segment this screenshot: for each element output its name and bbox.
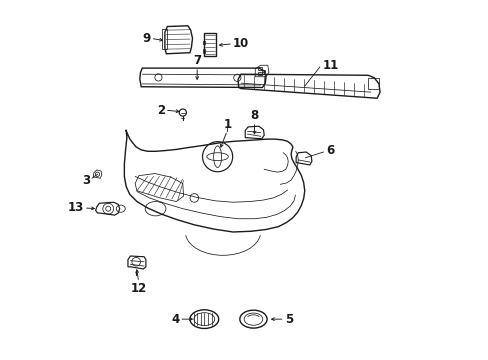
Bar <box>258 72 262 75</box>
Bar <box>258 67 262 70</box>
Text: 1: 1 <box>223 117 231 131</box>
Bar <box>202 49 205 53</box>
Bar <box>204 33 215 56</box>
Text: 13: 13 <box>67 202 83 215</box>
Bar <box>367 78 378 89</box>
Bar <box>202 41 205 44</box>
Text: 5: 5 <box>284 312 292 326</box>
Text: 8: 8 <box>250 109 258 122</box>
Text: 4: 4 <box>171 312 179 326</box>
Text: 3: 3 <box>82 174 91 187</box>
Text: 7: 7 <box>193 54 201 67</box>
Text: 9: 9 <box>142 32 150 45</box>
Text: 2: 2 <box>157 104 164 117</box>
Bar <box>261 70 264 72</box>
Text: 11: 11 <box>322 59 338 72</box>
Text: 6: 6 <box>325 144 334 157</box>
Text: 12: 12 <box>130 282 146 295</box>
Text: 10: 10 <box>233 37 249 50</box>
